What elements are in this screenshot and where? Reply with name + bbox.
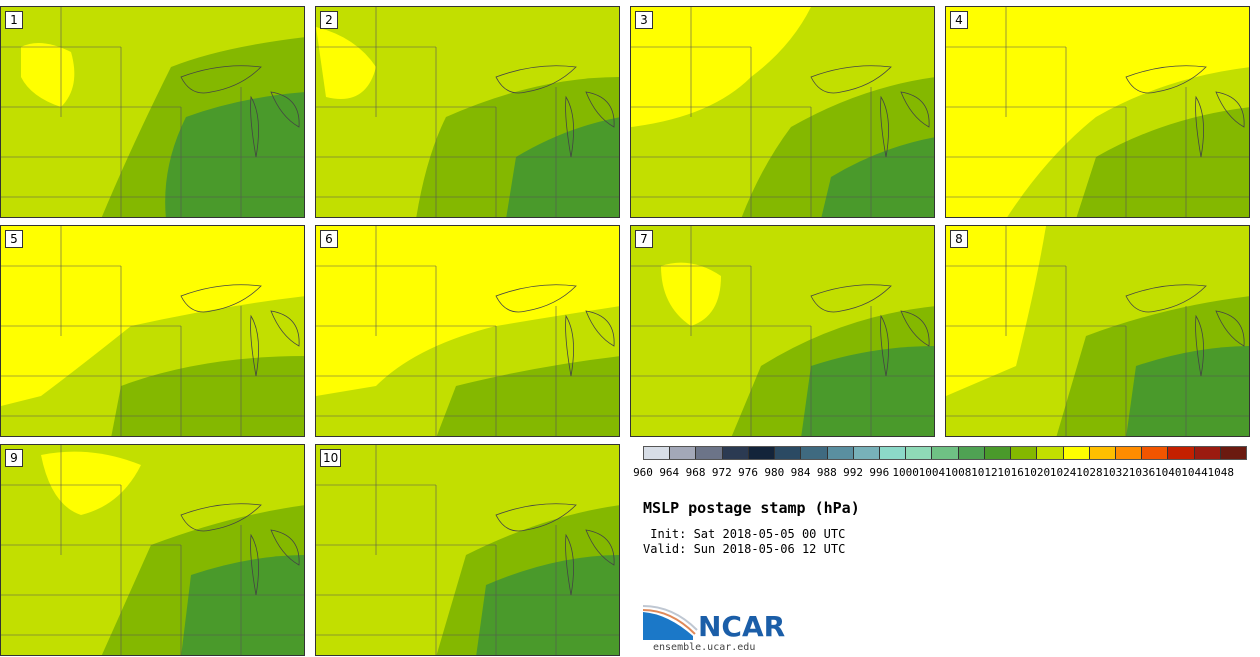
- panel-number: 8: [950, 230, 968, 248]
- colorbar-tick-label: 1044: [1181, 466, 1208, 479]
- chart-title: MSLP postage stamp (hPa): [643, 499, 860, 517]
- colorbar-swatch: [722, 447, 749, 459]
- colorbar-swatch: [1168, 447, 1195, 459]
- panel-4: 4: [945, 6, 1250, 218]
- site-url: ensemble.ucar.edu: [653, 642, 756, 653]
- colorbar-swatch: [827, 447, 854, 459]
- colorbar-swatch: [1089, 447, 1116, 459]
- colorbar-swatch: [644, 447, 671, 459]
- colorbar-tick-label: 992: [843, 466, 864, 479]
- colorbar-tick-label: 996: [869, 466, 890, 479]
- panel-7: 7: [630, 225, 935, 437]
- mslp-map: [1, 7, 304, 217]
- colorbar-swatch: [1115, 447, 1143, 459]
- panel-number: 1: [5, 11, 23, 29]
- logo-text: NCAR: [698, 610, 786, 643]
- colorbar-swatch: [801, 447, 828, 459]
- colorbar-tick-label: 960: [633, 466, 653, 479]
- panel-number: 3: [635, 11, 653, 29]
- panel-number: 6: [320, 230, 338, 248]
- ncar-logo-icon: [643, 605, 698, 640]
- panel-3: 3: [630, 6, 935, 218]
- colorbar-ticks: 960 964 968 972 976 980 984 988 992 996 1000 1004 10…: [633, 466, 1247, 480]
- colorbar-swatch: [958, 447, 985, 459]
- colorbar-swatch: [696, 447, 723, 459]
- panel-8: 8: [945, 225, 1250, 437]
- colorbar-tick-label: 1020: [1023, 466, 1051, 479]
- panel-9: 9: [0, 444, 305, 656]
- colorbar-tick-label: 968: [685, 466, 706, 479]
- colorbar-tick-label: 964: [659, 466, 680, 479]
- colorbar-tick-label: 1012: [971, 466, 998, 479]
- colorbar-tick-label: 1040: [1154, 466, 1182, 479]
- colorbar-tick-label: 1048: [1207, 466, 1234, 479]
- mslp-map: [946, 226, 1249, 436]
- panel-number: 7: [635, 230, 653, 248]
- panel-1: 1: [0, 6, 305, 218]
- colorbar-swatch: [853, 447, 880, 459]
- colorbar-tick-label: 976: [738, 466, 758, 479]
- colorbar-swatch: [984, 447, 1012, 459]
- mslp-map: [1, 226, 304, 436]
- colorbar-swatch: [1194, 447, 1221, 459]
- colorbar-swatch: [748, 447, 776, 459]
- colorbar-tick-label: 972: [711, 466, 732, 479]
- colorbar-swatch: [1220, 447, 1247, 459]
- colorbar-tick-label: 1028: [1076, 466, 1103, 479]
- panel-number: 2: [320, 11, 338, 29]
- valid-time: Valid: Sun 2018-05-06 12 UTC: [643, 542, 846, 556]
- panel-number: 9: [5, 449, 23, 467]
- panel-number: 5: [5, 230, 23, 248]
- colorbar: [643, 446, 1247, 460]
- init-time: Init: Sat 2018-05-05 00 UTC: [643, 527, 846, 541]
- panel-number: 4: [950, 11, 968, 29]
- colorbar-tick-label: 1004: [918, 466, 946, 479]
- mslp-map: [946, 7, 1249, 217]
- mslp-map: [316, 445, 619, 655]
- panel-6: 6: [315, 225, 620, 437]
- panel-2: 2: [315, 6, 620, 218]
- colorbar-tick-label: 980: [764, 466, 785, 479]
- colorbar-swatch: [1011, 447, 1038, 459]
- colorbar-swatch: [906, 447, 933, 459]
- colorbar-tick-label: 988: [816, 466, 837, 479]
- colorbar-swatch: [775, 447, 802, 459]
- panel-number: 10: [320, 449, 342, 467]
- mslp-map: [316, 226, 619, 436]
- mslp-map: [1, 445, 304, 655]
- mslp-map: [316, 7, 619, 217]
- colorbar-swatch: [1063, 447, 1090, 459]
- colorbar-swatch: [879, 447, 907, 459]
- colorbar-tick-label: 1024: [1049, 466, 1077, 479]
- colorbar-swatch: [1037, 447, 1064, 459]
- mslp-map: [631, 7, 934, 217]
- colorbar-swatch: [1142, 447, 1169, 459]
- colorbar-tick-label: 1036: [1128, 466, 1156, 479]
- colorbar-tick-label: 1032: [1102, 466, 1129, 479]
- colorbar-tick-label: 1008: [944, 466, 972, 479]
- colorbar-swatch: [670, 447, 697, 459]
- colorbar-swatch: [932, 447, 959, 459]
- colorbar-tick-label: 1000: [892, 466, 919, 479]
- colorbar-tick-label: 1016: [997, 466, 1024, 479]
- mslp-map: [631, 226, 934, 436]
- colorbar-tick-label: 984: [790, 466, 811, 479]
- panel-10: 10: [315, 444, 620, 656]
- panel-5: 5: [0, 225, 305, 437]
